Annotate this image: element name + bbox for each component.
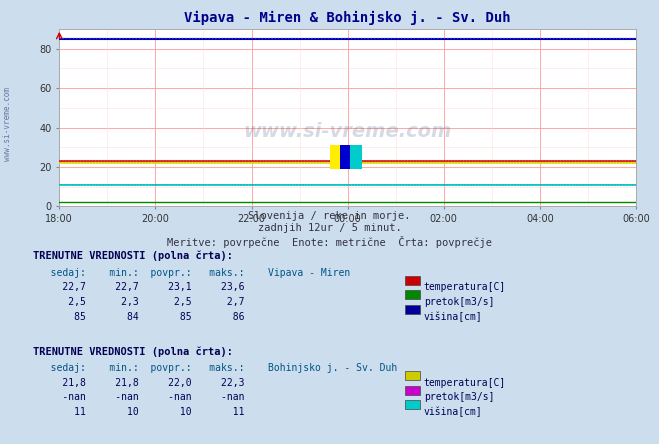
Text: 22,7     22,7     23,1     23,6: 22,7 22,7 23,1 23,6 [33,282,244,293]
Text: temperatura[C]: temperatura[C] [424,282,506,293]
Text: pretok[m3/s]: pretok[m3/s] [424,297,494,307]
Text: pretok[m3/s]: pretok[m3/s] [424,392,494,403]
Bar [339,145,356,169]
Bar [350,145,362,169]
Text: višina[cm]: višina[cm] [424,407,482,417]
Text: TRENUTNE VREDNOSTI (polna črta):: TRENUTNE VREDNOSTI (polna črta): [33,251,233,262]
Text: Slovenija / reke in morje.: Slovenija / reke in morje. [248,211,411,221]
Text: TRENUTNE VREDNOSTI (polna črta):: TRENUTNE VREDNOSTI (polna črta): [33,346,233,357]
Text: Meritve: povrpečne  Enote: metrične  Črta: povprečje: Meritve: povrpečne Enote: metrične Črta:… [167,236,492,248]
Text: višina[cm]: višina[cm] [424,312,482,322]
Text: sedaj:    min.:  povpr.:   maks.:    Vipava - Miren: sedaj: min.: povpr.: maks.: Vipava - Mir… [33,268,350,278]
Text: temperatura[C]: temperatura[C] [424,378,506,388]
Text: -nan     -nan     -nan     -nan: -nan -nan -nan -nan [33,392,244,403]
Text: 11       10       10       11: 11 10 10 11 [33,407,244,417]
Text: www.si-vreme.com: www.si-vreme.com [3,87,13,161]
Title: Vipava - Miren & Bohinjsko j. - Sv. Duh: Vipava - Miren & Bohinjsko j. - Sv. Duh [185,11,511,25]
Text: 21,8     21,8     22,0     22,3: 21,8 21,8 22,0 22,3 [33,378,244,388]
Text: 85       84       85       86: 85 84 85 86 [33,312,244,322]
Text: zadnjih 12ur / 5 minut.: zadnjih 12ur / 5 minut. [258,223,401,234]
Text: sedaj:    min.:  povpr.:   maks.:    Bohinjsko j. - Sv. Duh: sedaj: min.: povpr.: maks.: Bohinjsko j.… [33,363,397,373]
Text: www.si-vreme.com: www.si-vreme.com [243,123,452,141]
Text: 2,5      2,3      2,5      2,7: 2,5 2,3 2,5 2,7 [33,297,244,307]
Bar [330,145,345,169]
